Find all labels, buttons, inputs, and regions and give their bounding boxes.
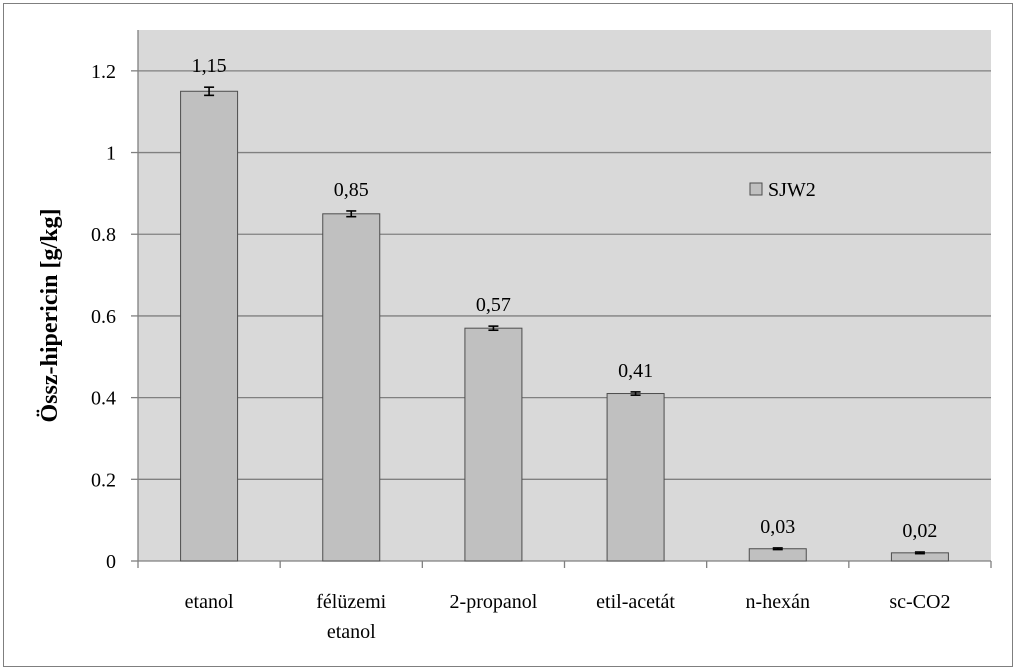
x-axis [137,560,992,568]
error-bar [772,547,783,551]
bar [180,90,239,562]
y-tick-label: 0 [106,551,116,573]
error-bar [346,210,357,218]
data-labels: 1,15 0,85 0,57 0,41 0,03 0,02 [192,55,938,542]
data-label: 0,03 [760,516,795,538]
legend-swatch-sjw2 [749,182,763,196]
data-label: 0,02 [902,520,937,542]
legend: SJW2 [749,179,816,201]
bar [322,213,381,562]
y-tick-label: 0.2 [91,469,116,491]
data-label: 0,57 [476,294,511,316]
bar [606,393,665,562]
y-tick-label: 0.6 [91,306,116,328]
bar [464,327,523,562]
error-bar [204,86,215,97]
bar-series [180,86,949,562]
y-tick-label: 0.8 [91,224,116,246]
error-bar [914,551,925,555]
y-tick-label: 0.4 [91,388,116,410]
category-labels: etanol félüzemi etanol 2-propanol etil-acetá… [185,591,951,643]
data-label: 0,41 [618,360,653,382]
y-axis: 0 0.2 0.4 0.6 0.8 1 1.2 [91,30,139,573]
category-label: sc-CO2 [889,591,950,613]
error-bar [488,325,499,332]
data-label: 1,15 [192,55,227,77]
legend-label-sjw2: SJW2 [768,179,816,201]
category-label: n-hexán [746,591,810,613]
category-label: 2-propanol [450,591,538,613]
category-label: etil-acetát [596,591,675,613]
category-label: félüzemi etanol [316,591,386,643]
category-label: etanol [185,591,234,613]
bar [748,548,807,562]
data-label: 0,85 [334,179,369,201]
plot-area [138,30,991,561]
y-axis-title: Össz-hipericin [g/kg] [37,209,63,423]
y-tick-label: 1 [106,143,116,165]
y-tick-label: 1.2 [91,61,116,83]
gridlines [138,70,991,480]
error-bar [630,391,641,396]
